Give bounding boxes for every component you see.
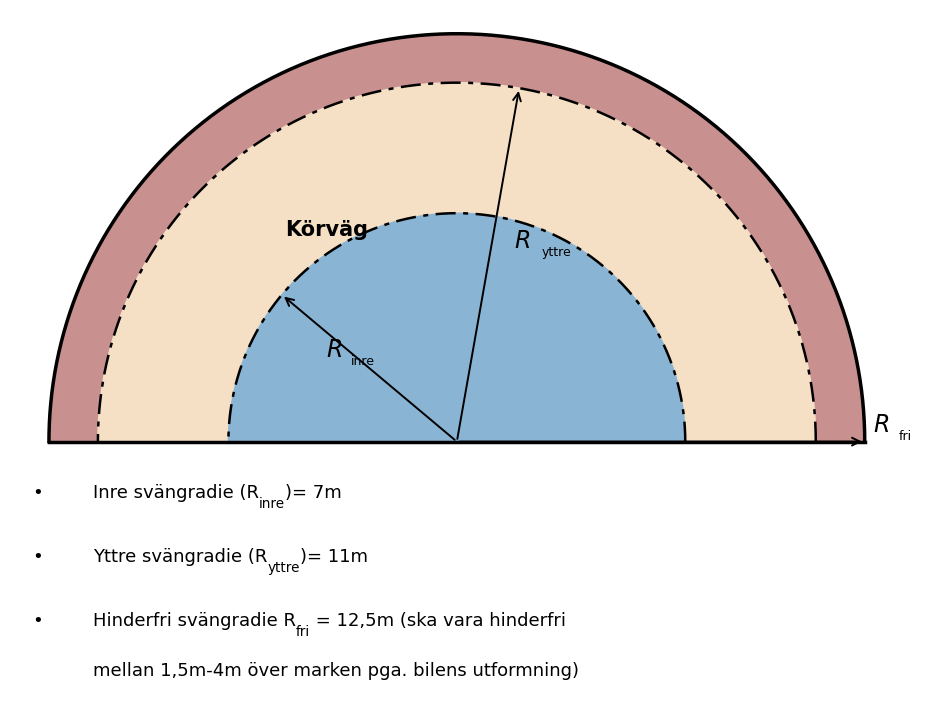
- Text: inre: inre: [351, 355, 375, 368]
- Text: $R$: $R$: [326, 338, 342, 362]
- Text: $R$: $R$: [873, 414, 889, 438]
- Text: = 12,5m (ska vara hinderfri: = 12,5m (ska vara hinderfri: [310, 612, 566, 629]
- Text: mellan 1,5m-4m över marken pga. bilens utformning): mellan 1,5m-4m över marken pga. bilens u…: [93, 662, 579, 680]
- Text: •: •: [32, 548, 43, 566]
- Text: Inre svängradie (R: Inre svängradie (R: [93, 484, 259, 502]
- Text: •: •: [32, 484, 43, 502]
- Text: Hinderfri svängradie R: Hinderfri svängradie R: [93, 612, 296, 629]
- Text: inre: inre: [259, 498, 286, 511]
- Text: Yttre svängradie (R: Yttre svängradie (R: [93, 548, 267, 566]
- Polygon shape: [98, 83, 816, 442]
- Text: Körväg: Körväg: [285, 219, 368, 240]
- Text: $R$: $R$: [514, 228, 530, 252]
- Text: )= 7m: )= 7m: [286, 484, 342, 502]
- Text: fri: fri: [296, 625, 310, 638]
- Text: yttre: yttre: [541, 245, 571, 259]
- Text: fri: fri: [899, 431, 912, 443]
- Text: yttre: yttre: [267, 561, 299, 575]
- Polygon shape: [229, 214, 685, 442]
- Polygon shape: [49, 34, 865, 442]
- Text: )= 11m: )= 11m: [299, 548, 368, 566]
- Text: •: •: [32, 612, 43, 629]
